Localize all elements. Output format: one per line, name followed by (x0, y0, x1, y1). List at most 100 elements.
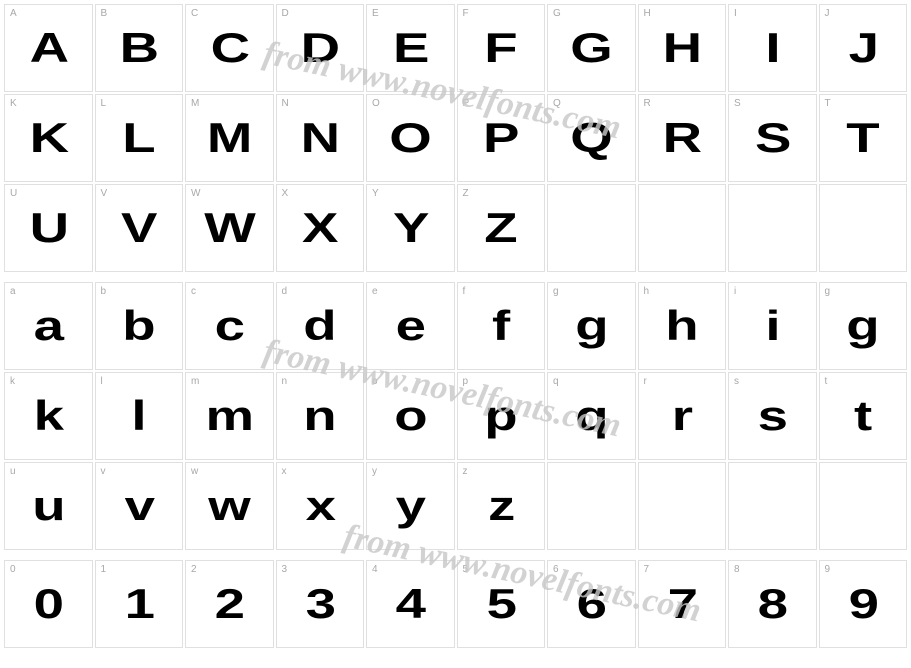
glyph-cell-label: t (825, 376, 828, 387)
glyph-cell-label: h (644, 286, 650, 297)
glyph-cell: ww (185, 462, 274, 550)
glyph-cell-empty (728, 462, 817, 550)
glyph-cell: 99 (819, 560, 908, 648)
glyph-cell: MM (185, 94, 274, 182)
glyph-cell-label: N (282, 98, 289, 109)
glyph-cell-label: 3 (282, 564, 288, 575)
glyph-cell-label: y (372, 466, 377, 477)
glyph-cell-glyph: n (304, 395, 336, 437)
glyph-cell-glyph: q (575, 395, 607, 437)
glyph-cell-label: K (10, 98, 17, 109)
glyph-cell-label: G (553, 8, 561, 19)
font-map-container: AABBCCDDEEFFGGHHIIJJKKLLMMNNOOPPQQRRSSTT… (4, 4, 907, 648)
glyph-cell: 11 (95, 560, 184, 648)
glyph-cell-glyph: F (485, 27, 517, 69)
glyph-cell-glyph: D (301, 27, 339, 69)
glyph-cell-glyph: O (390, 117, 431, 159)
glyph-cell: KK (4, 94, 93, 182)
glyph-cell-empty (728, 184, 817, 272)
glyph-cell-label: 1 (101, 564, 107, 575)
glyph-cell-glyph: 0 (34, 583, 63, 625)
glyph-cell-empty (638, 184, 727, 272)
glyph-cell-glyph: G (571, 27, 612, 69)
glyph-cell-label: z (463, 466, 468, 477)
glyph-cell-label: U (10, 188, 17, 199)
glyph-cell-label: C (191, 8, 198, 19)
glyph-cell-glyph: 4 (396, 583, 425, 625)
glyph-cell-label: u (10, 466, 16, 477)
glyph-cell-label: Q (553, 98, 561, 109)
glyph-cell-glyph: v (124, 485, 153, 527)
glyph-cell: HH (638, 4, 727, 92)
glyph-cell-empty (638, 462, 727, 550)
glyph-cell-glyph: A (29, 27, 67, 69)
glyph-cell-label: v (101, 466, 106, 477)
glyph-cell-label: s (734, 376, 739, 387)
glyph-cell-label: D (282, 8, 289, 19)
glyph-cell-glyph: 7 (667, 583, 696, 625)
glyph-cell: ll (95, 372, 184, 460)
glyph-cell-glyph: 8 (758, 583, 787, 625)
glyph-cell-label: V (101, 188, 108, 199)
glyph-cell-glyph: f (492, 305, 509, 347)
glyph-cell-glyph: U (29, 207, 67, 249)
glyph-cell-label: I (734, 8, 737, 19)
glyph-cell-glyph: w (209, 485, 250, 527)
glyph-cell-label: E (372, 8, 379, 19)
glyph-cell: CC (185, 4, 274, 92)
glyph-cell: 55 (457, 560, 546, 648)
glyph-cell: nn (276, 372, 365, 460)
glyph-cell-empty (547, 184, 636, 272)
glyph-cell: 88 (728, 560, 817, 648)
glyph-cell: mm (185, 372, 274, 460)
glyph-cell-glyph: Y (393, 207, 428, 249)
glyph-cell: aa (4, 282, 93, 370)
glyph-cell-label: R (644, 98, 651, 109)
glyph-cell-glyph: p (485, 395, 517, 437)
glyph-cell-glyph: L (123, 117, 155, 159)
glyph-cell-label: r (644, 376, 647, 387)
glyph-cell-label: F (463, 8, 469, 19)
glyph-cell: yy (366, 462, 455, 550)
glyph-cell-glyph: u (32, 485, 64, 527)
glyph-cell-label: m (191, 376, 199, 387)
glyph-cell-glyph: M (207, 117, 251, 159)
glyph-cell-glyph: C (210, 27, 248, 69)
glyph-cell-label: n (282, 376, 288, 387)
glyph-cell-label: X (282, 188, 289, 199)
glyph-cell-glyph: P (483, 117, 518, 159)
glyph-cell-glyph: l (132, 395, 146, 437)
glyph-cell-label: W (191, 188, 200, 199)
glyph-cell: uu (4, 462, 93, 550)
glyph-cell-glyph: m (206, 395, 253, 437)
glyph-cell: SS (728, 94, 817, 182)
glyph-cell-glyph: x (305, 485, 334, 527)
glyph-cell-glyph: e (396, 305, 425, 347)
glyph-cell-glyph: E (393, 27, 428, 69)
glyph-cell-label: S (734, 98, 741, 109)
glyph-grid-lowercase: aabbccddeeffgghhiiggkkllmmnnooppqqrrsstt… (4, 282, 907, 550)
glyph-cell: DD (276, 4, 365, 92)
glyph-cell: NN (276, 94, 365, 182)
glyph-cell: UU (4, 184, 93, 272)
glyph-cell: QQ (547, 94, 636, 182)
glyph-cell: 33 (276, 560, 365, 648)
glyph-cell-label: i (734, 286, 736, 297)
glyph-cell-glyph: T (847, 117, 879, 159)
glyph-cell: XX (276, 184, 365, 272)
glyph-cell: PP (457, 94, 546, 182)
glyph-cell-glyph: B (120, 27, 158, 69)
glyph-cell: dd (276, 282, 365, 370)
glyph-cell-label: 0 (10, 564, 16, 575)
glyph-cell-empty (547, 462, 636, 550)
glyph-cell-glyph: z (488, 485, 514, 527)
glyph-cell-glyph: J (848, 27, 877, 69)
glyph-cell: 44 (366, 560, 455, 648)
glyph-cell: TT (819, 94, 908, 182)
glyph-cell: YY (366, 184, 455, 272)
glyph-cell: zz (457, 462, 546, 550)
glyph-cell-label: p (463, 376, 469, 387)
glyph-cell-label: d (282, 286, 288, 297)
glyph-cell: FF (457, 4, 546, 92)
glyph-cell-glyph: 3 (305, 583, 334, 625)
